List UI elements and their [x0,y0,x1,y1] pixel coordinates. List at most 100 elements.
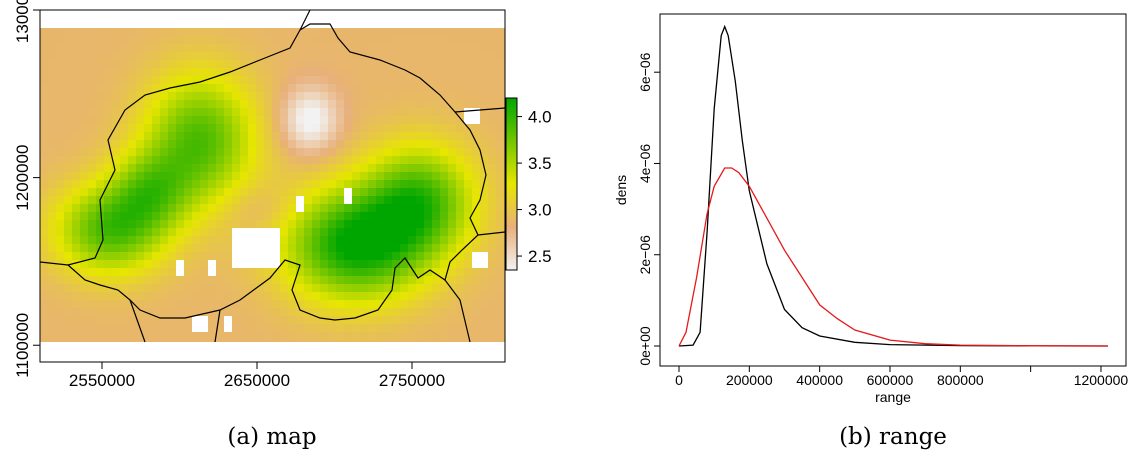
map-cell [360,228,369,237]
map-cell [248,292,257,301]
map-cell [272,108,281,117]
map-cell [136,244,145,253]
map-cell [120,244,129,253]
map-cell [232,36,241,45]
map-cell [56,164,65,173]
map-cell [304,148,313,157]
map-cell [320,28,329,37]
map-cell [40,124,49,133]
map-cell [128,300,137,309]
map-cell [104,252,113,261]
map-cell [88,52,97,61]
map-cell [464,68,473,77]
map-cell [104,100,113,109]
map-cell [232,236,241,245]
map-cell [264,308,273,317]
map-cell [120,236,129,245]
map-cell [120,116,129,125]
map-cell [272,188,281,197]
map-cell [264,164,273,173]
map-cell [368,316,377,325]
map-cell [464,236,473,245]
map-cell [64,108,73,117]
map-cell [456,220,465,229]
map-cell [96,44,105,53]
map-cell [280,92,289,101]
map-cell [408,276,417,285]
map-cell [80,140,89,149]
map-cell [376,92,385,101]
map-cell [448,244,457,253]
map-cell [72,284,81,293]
map-cell [336,220,345,229]
map-cell [224,148,233,157]
map-cell [64,132,73,141]
map-cell [48,84,57,93]
map-cell [376,28,385,37]
map-cell [64,52,73,61]
map-cell [448,204,457,213]
map-cell [328,84,337,93]
map-cell [256,148,265,157]
map-cell [368,148,377,157]
map-cell [320,140,329,149]
map-cell [56,28,65,37]
map-cell [320,164,329,173]
map-cell [168,108,177,117]
map-cell [80,284,89,293]
map-cell [64,204,73,213]
map-cell [408,164,417,173]
map-cell [368,196,377,205]
map-cell [104,236,113,245]
density-x-tick-label: 800000 [937,372,984,388]
map-cell [232,340,241,342]
map-cell [176,124,185,133]
map-cell [400,228,409,237]
map-cell [296,44,305,53]
map-cell [48,140,57,149]
map-cell [320,220,329,229]
map-cell [64,300,73,309]
map-cell [200,220,209,229]
map-cell [496,196,505,205]
map-cell [424,52,433,61]
map-cell [432,316,441,325]
map-cell [312,340,321,342]
map-cell [416,308,425,317]
map-cell [424,340,433,342]
map-cell [264,36,273,45]
map-cell [96,188,105,197]
map-cell [56,244,65,253]
map-cell [48,236,57,245]
map-cell [248,76,257,85]
map-cell [40,324,49,333]
map-cell [128,324,137,333]
map-cell [248,116,257,125]
map-cell [184,332,193,341]
map-cell [328,36,337,45]
map-cell [160,236,169,245]
map-cell [176,332,185,341]
map-cell [280,268,289,277]
map-cell [408,252,417,261]
legend-tick-label: 3.0 [528,201,552,220]
map-cell [472,140,481,149]
map-cell [248,188,257,197]
map-cell [88,332,97,341]
density-x-tick-label: 1200000 [1074,372,1129,388]
map-cell [440,196,449,205]
map-cell [480,340,489,342]
map-cell [256,180,265,189]
map-cell [64,68,73,77]
map-cell [88,108,97,117]
map-cell [296,172,305,181]
map-cell [392,188,401,197]
map-cell [56,316,65,325]
map-cell [136,316,145,325]
map-cell [488,316,497,325]
map-cell [440,28,449,37]
map-cell [432,92,441,101]
map-cell [168,188,177,197]
map-cell [400,148,409,157]
map-cell [104,276,113,285]
